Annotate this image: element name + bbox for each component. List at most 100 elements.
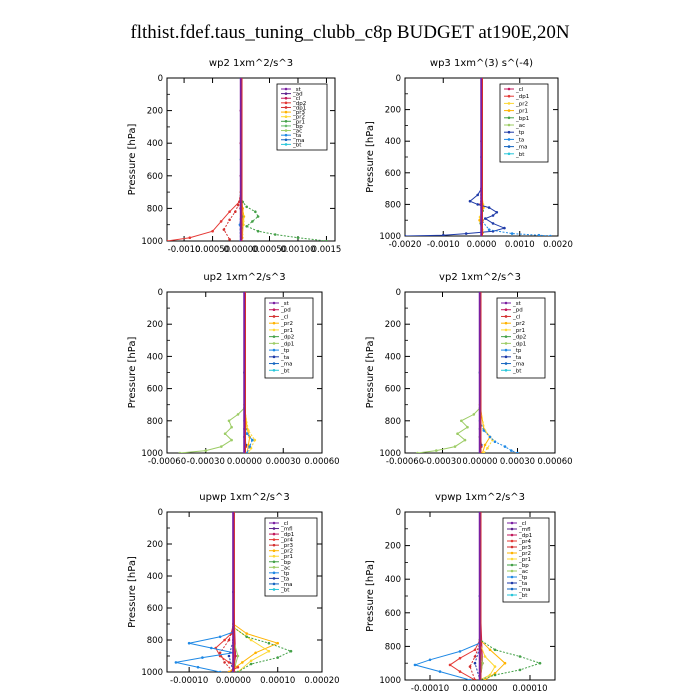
y-tick-label: 600 (147, 172, 163, 182)
series-line-dp2 (167, 78, 242, 241)
legend-marker (507, 102, 511, 105)
legend-label: _ta (512, 355, 521, 361)
y-tick-label: 0 (396, 508, 401, 518)
legend-marker (272, 368, 276, 372)
x-tick-label: 0.00050 (195, 245, 230, 255)
series-point (476, 193, 480, 197)
legend-label: _cl (280, 521, 289, 527)
legend-marker (272, 335, 276, 338)
x-tick-label: 0.0000 (467, 240, 497, 250)
series-line-dp1 (179, 292, 245, 453)
legend-marker (272, 560, 276, 564)
legend-marker (507, 130, 511, 134)
series-point (230, 438, 233, 442)
legend-marker (510, 569, 514, 573)
legend-label: _bt (518, 593, 528, 599)
legend-label: _ac (515, 123, 525, 129)
series-point (267, 641, 271, 645)
x-tick-label: -0.00030 (187, 457, 225, 467)
legend-label: _st (292, 87, 302, 93)
series-point (223, 432, 227, 436)
legend-label: _mfl (280, 527, 293, 533)
series-line-pr3 (219, 512, 234, 672)
series-point (251, 438, 254, 442)
series-point (228, 218, 231, 222)
series-point (218, 635, 222, 639)
legend-label: _ta (280, 576, 289, 582)
series-point (484, 217, 487, 220)
x-tick-label: 0.00050 (252, 245, 287, 255)
legend-label: _pr2 (518, 551, 531, 557)
series-line-bp (232, 512, 293, 672)
legend-marker (272, 532, 276, 536)
y-axis-label: Pressure [hPa] (365, 121, 376, 193)
legend-label: _ac (518, 569, 528, 575)
series-point (178, 451, 182, 453)
y-tick-label: 1000 (379, 676, 401, 686)
panel-0: wp2 1xm^2/s^302004006008001000-0.00100.0… (127, 58, 341, 255)
series-point (174, 661, 178, 664)
series-point (493, 648, 497, 652)
x-tick-label: -0.00010 (170, 676, 208, 686)
series-point (416, 451, 419, 453)
series-point (468, 678, 472, 680)
y-tick-label: 600 (385, 169, 401, 179)
legend-marker (272, 538, 276, 541)
series-point (256, 229, 260, 233)
legend-label: _pr4 (518, 539, 532, 545)
legend-label: _dp1 (512, 341, 526, 347)
y-axis-label: Pressure [hPa] (127, 556, 138, 628)
legend-label: _dp2 (280, 335, 294, 341)
series-point (325, 239, 328, 241)
legend-marker (284, 120, 288, 123)
y-tick-label: 1000 (141, 668, 163, 678)
y-tick-label: 0 (158, 508, 163, 518)
series-point (227, 419, 231, 423)
series-point (228, 238, 231, 241)
series-point (483, 443, 487, 447)
series-point (453, 445, 457, 448)
y-tick-label: 600 (147, 604, 163, 614)
series-point (476, 203, 480, 206)
series-point (493, 665, 497, 668)
legend-marker (507, 152, 511, 156)
legend-label: _bp (518, 563, 529, 569)
legend-marker (284, 106, 288, 109)
series-point (458, 670, 462, 673)
legend-label: _pr3 (518, 545, 532, 551)
y-tick-label: 200 (147, 320, 163, 330)
series-point (245, 632, 248, 635)
legend-marker (284, 143, 288, 146)
series-point (248, 445, 251, 448)
series-point (472, 413, 476, 416)
legend-marker (272, 328, 276, 332)
y-tick-label: 1000 (141, 449, 163, 459)
series-point (230, 425, 233, 429)
series-point (251, 220, 254, 223)
series-point (483, 678, 487, 680)
legend-label: _pr4 (280, 538, 294, 544)
legend-marker (504, 342, 508, 345)
panel-title: wp3 1xm^(3) s^(-4) (430, 58, 533, 69)
series-point (495, 211, 499, 214)
legend-marker (272, 308, 276, 312)
x-tick-label: 0.00030 (266, 457, 301, 467)
legend-box (502, 517, 550, 603)
series-line-dp1 (417, 292, 481, 453)
legend: _cl_dp1_pr2 _pr1_bp1_ac_tp_ta _ma_bt (499, 83, 549, 163)
x-tick-label: 0.00000 (462, 457, 497, 467)
legend-label: _dp1 (515, 94, 529, 100)
legend-marker (510, 593, 514, 597)
legend-label: _pr1 (515, 109, 528, 115)
legend-label: _ad (292, 92, 303, 98)
series-point (234, 654, 237, 658)
panel-title: upwp 1xm^2/s^3 (199, 492, 289, 503)
series-group (167, 78, 328, 241)
x-tick-label: 0.00030 (500, 457, 535, 467)
series-group (178, 292, 257, 453)
series-line-tp (175, 512, 234, 672)
series-point (236, 203, 240, 207)
legend-marker (284, 124, 288, 128)
legend-marker (284, 87, 288, 91)
series-point (488, 673, 492, 677)
